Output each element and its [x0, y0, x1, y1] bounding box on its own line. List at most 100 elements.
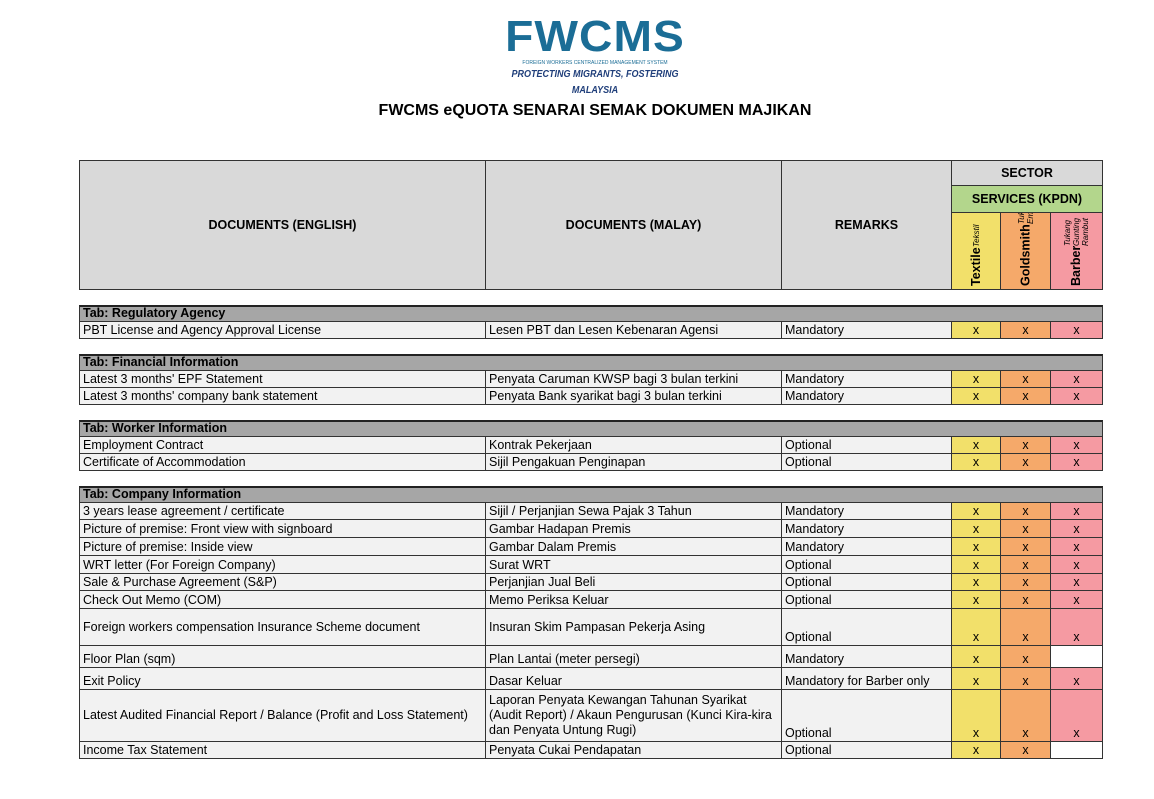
- doc-malay: Laporan Penyata Kewangan Tahunan Syarika…: [485, 689, 782, 742]
- doc-malay: Insuran Skim Pampasan Pekerja Asing: [485, 608, 782, 646]
- doc-english: 3 years lease agreement / certificate: [79, 502, 486, 520]
- header-remarks: REMARKS: [781, 160, 952, 290]
- sector-label: GoldsmithTukang Emas: [1017, 213, 1035, 286]
- sector-mark: x: [1050, 321, 1103, 339]
- sector-mark: x: [951, 590, 1001, 609]
- doc-malay: Perjanjian Jual Beli: [485, 573, 782, 591]
- sector-mark: x: [1000, 321, 1051, 339]
- sector-mark: x: [951, 453, 1001, 471]
- sector-mark: x: [951, 555, 1001, 574]
- sector-mark: x: [1050, 555, 1103, 574]
- sector-mark: x: [1050, 590, 1103, 609]
- sector-mark: x: [1000, 502, 1051, 520]
- sector-mark: x: [1050, 667, 1103, 690]
- doc-malay: Penyata Cukai Pendapatan: [485, 741, 782, 759]
- remarks: Optional: [781, 741, 952, 759]
- doc-english: Picture of premise: Front view with sign…: [79, 519, 486, 538]
- doc-english: Exit Policy: [79, 667, 486, 690]
- sector-mark: x: [1000, 537, 1051, 556]
- sector-mark: x: [1050, 689, 1103, 742]
- sector-label: Textile Tekstil: [969, 216, 984, 286]
- remarks: Optional: [781, 608, 952, 646]
- doc-malay: Memo Periksa Keluar: [485, 590, 782, 609]
- sector-header: GoldsmithTukang Emas: [1000, 212, 1051, 290]
- remarks: Mandatory: [781, 519, 952, 538]
- sector-mark: x: [1000, 689, 1051, 742]
- doc-english: Picture of premise: Inside view: [79, 537, 486, 556]
- doc-english: Latest Audited Financial Report / Balanc…: [79, 689, 486, 742]
- remarks: Optional: [781, 689, 952, 742]
- sector-mark: x: [951, 436, 1001, 454]
- remarks: Mandatory: [781, 645, 952, 668]
- sector-mark: x: [1050, 370, 1103, 388]
- sector-malay: Tukang Emas: [1017, 212, 1035, 225]
- sector-mark: x: [1000, 741, 1051, 759]
- doc-malay: Gambar Hadapan Premis: [485, 519, 782, 538]
- sector-mark: x: [1050, 436, 1103, 454]
- doc-malay: Gambar Dalam Premis: [485, 537, 782, 556]
- remarks: Mandatory: [781, 370, 952, 388]
- remarks: Optional: [781, 573, 952, 591]
- sector-mark: x: [951, 667, 1001, 690]
- sector-mark: x: [1000, 519, 1051, 538]
- doc-english: Latest 3 months' EPF Statement: [79, 370, 486, 388]
- doc-malay: Penyata Caruman KWSP bagi 3 bulan terkin…: [485, 370, 782, 388]
- sector-mark: [1050, 741, 1103, 759]
- sector-mark: x: [1000, 608, 1051, 646]
- logo-tagline: PROTECTING MIGRANTS, FOSTERING MALAYSIA: [511, 69, 679, 96]
- sector-mark: x: [1000, 573, 1051, 591]
- remarks: Mandatory: [781, 502, 952, 520]
- sector-mark: x: [951, 608, 1001, 646]
- sector-mark: x: [1050, 387, 1103, 405]
- remarks: Optional: [781, 436, 952, 454]
- sector-mark: x: [1050, 453, 1103, 471]
- sector-malay: Tukang Gunting Rambut: [1063, 217, 1090, 246]
- sector-header: Barber Tukang Gunting Rambut: [1050, 212, 1103, 290]
- remarks: Mandatory: [781, 537, 952, 556]
- remarks: Mandatory: [781, 387, 952, 405]
- header-sector: SECTOR: [951, 160, 1103, 186]
- header-english: DOCUMENTS (ENGLISH): [79, 160, 486, 290]
- section-header: Tab: Financial Information: [79, 354, 1103, 371]
- remarks: Optional: [781, 453, 952, 471]
- logo-text: FWCMS: [505, 12, 685, 61]
- remarks: Optional: [781, 590, 952, 609]
- doc-english: Foreign workers compensation Insurance S…: [79, 608, 486, 646]
- doc-malay: Sijil / Perjanjian Sewa Pajak 3 Tahun: [485, 502, 782, 520]
- sector-mark: x: [1000, 667, 1051, 690]
- doc-malay: Lesen PBT dan Lesen Kebenaran Agensi: [485, 321, 782, 339]
- section-header: Tab: Worker Information: [79, 420, 1103, 437]
- sector-mark: x: [951, 573, 1001, 591]
- sector-mark: x: [951, 689, 1001, 742]
- header-malay: DOCUMENTS (MALAY): [485, 160, 782, 290]
- sector-name: Goldsmith: [1018, 224, 1032, 286]
- sector-mark: x: [1050, 537, 1103, 556]
- sector-name: Barber: [1069, 245, 1083, 286]
- remarks: Optional: [781, 555, 952, 574]
- doc-malay: Kontrak Pekerjaan: [485, 436, 782, 454]
- sector-mark: x: [1000, 370, 1051, 388]
- sector-mark: x: [951, 502, 1001, 520]
- doc-english: Floor Plan (sqm): [79, 645, 486, 668]
- sector-mark: x: [951, 321, 1001, 339]
- doc-english: WRT letter (For Foreign Company): [79, 555, 486, 574]
- sector-mark: x: [1000, 555, 1051, 574]
- sector-header: Textile Tekstil: [951, 212, 1001, 290]
- doc-english: Employment Contract: [79, 436, 486, 454]
- doc-english: Sale & Purchase Agreement (S&P): [79, 573, 486, 591]
- doc-malay: Plan Lantai (meter persegi): [485, 645, 782, 668]
- sector-mark: [1050, 645, 1103, 668]
- sector-mark: x: [951, 741, 1001, 759]
- remarks: Mandatory: [781, 321, 952, 339]
- sector-mark: x: [1000, 387, 1051, 405]
- doc-english: PBT License and Agency Approval License: [79, 321, 486, 339]
- sector-mark: x: [1000, 590, 1051, 609]
- sector-mark: x: [951, 537, 1001, 556]
- remarks: Mandatory for Barber only: [781, 667, 952, 690]
- doc-english: Certificate of Accommodation: [79, 453, 486, 471]
- sector-mark: x: [1050, 608, 1103, 646]
- doc-malay: Surat WRT: [485, 555, 782, 574]
- section-header: Tab: Company Information: [79, 486, 1103, 503]
- sector-mark: x: [1050, 502, 1103, 520]
